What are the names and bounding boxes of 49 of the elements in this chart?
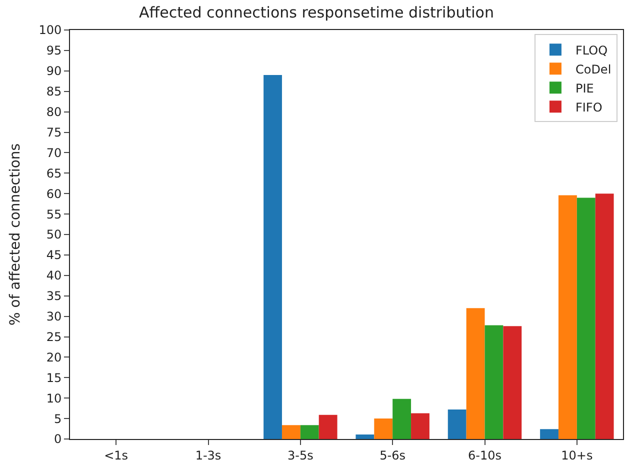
x-tick-label: 10+s <box>561 448 593 462</box>
bar <box>392 398 412 439</box>
bar <box>448 410 466 439</box>
y-tick-label: 90 <box>46 64 62 78</box>
y-tick-label: 85 <box>46 84 62 99</box>
bar <box>558 195 577 439</box>
x-tick-label: 5-6s <box>380 448 406 462</box>
y-tick-label: 50 <box>46 228 62 242</box>
bar <box>356 434 374 439</box>
x-tick-label: 3-5s <box>287 448 314 462</box>
y-tick-label: 10 <box>46 391 62 406</box>
legend-label: PIE <box>575 81 594 96</box>
y-tick-label: 40 <box>46 268 62 283</box>
bar <box>503 326 522 439</box>
bar <box>576 198 596 439</box>
y-tick-label: 25 <box>46 330 62 344</box>
x-tick-label: <1s <box>104 448 128 462</box>
y-tick-label: 55 <box>46 207 62 222</box>
legend-label: CoDel <box>575 62 612 76</box>
bar <box>595 194 614 439</box>
bar <box>484 325 504 439</box>
y-tick-label: 15 <box>46 370 62 385</box>
bar <box>466 308 485 439</box>
y-tick-label: 45 <box>46 248 62 262</box>
y-tick-label: 20 <box>46 350 62 364</box>
y-tick-label: 70 <box>46 146 62 160</box>
legend-label: FIFO <box>575 100 602 114</box>
y-tick-label: 100 <box>38 23 62 38</box>
legend-label: FLOQ <box>575 43 608 58</box>
y-tick-label: 65 <box>46 166 62 180</box>
y-tick-label: 30 <box>46 310 62 324</box>
bar <box>318 414 338 439</box>
bar <box>374 418 393 439</box>
y-tick-label: 35 <box>46 289 62 304</box>
y-tick-label: 75 <box>46 125 62 140</box>
bar <box>300 425 319 439</box>
bar <box>540 429 558 439</box>
bar <box>264 74 282 439</box>
bar <box>411 413 430 439</box>
y-tick-label: 95 <box>46 44 62 58</box>
x-tick-label: 6-10s <box>468 448 502 462</box>
x-tick-label: 1-3s <box>195 448 222 462</box>
y-tick-label: 0 <box>54 432 62 446</box>
y-axis-title: % of affected connections <box>7 143 24 326</box>
chart-title: Affected connections responsetime distribution <box>139 4 494 22</box>
y-tick-label: 80 <box>46 105 62 119</box>
y-tick-label: 60 <box>46 186 62 201</box>
bar <box>282 425 300 439</box>
y-tick-label: 5 <box>54 412 62 426</box>
